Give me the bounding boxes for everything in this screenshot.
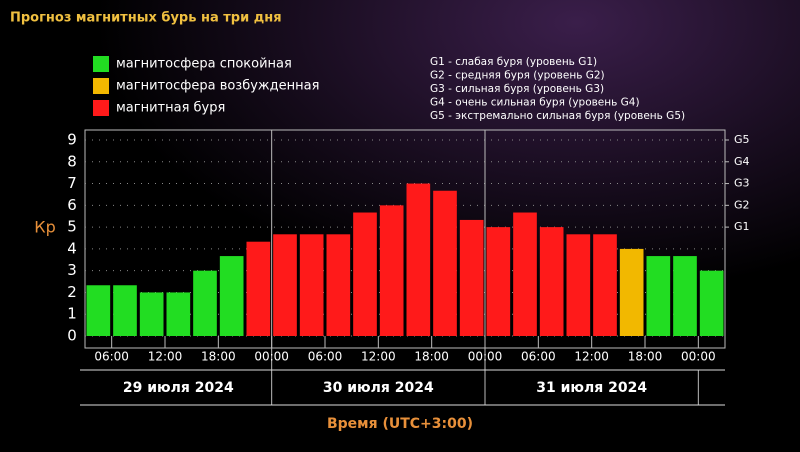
y2-tick-label: G4 (734, 155, 750, 168)
legend-label: магнитосфера возбужденная (116, 79, 319, 94)
y-tick-label: 9 (67, 131, 77, 149)
bar (539, 227, 564, 336)
y2-tick-label: G5 (734, 133, 750, 146)
y2-tick-label: G1 (734, 220, 750, 233)
x-tick-label: 00:00 (681, 350, 716, 364)
bar (593, 234, 617, 336)
x-tick-label: 12:00 (574, 350, 609, 364)
bar (406, 183, 431, 336)
bar (566, 234, 591, 336)
legend-swatch (93, 100, 109, 116)
legend-swatch (93, 56, 109, 72)
x-tick-label: 12:00 (148, 350, 183, 364)
bar (246, 241, 271, 336)
y-tick-label: 5 (67, 218, 77, 236)
x-tick-label: 12:00 (361, 350, 396, 364)
bar (166, 292, 191, 336)
x-tick-label: 00:00 (468, 350, 503, 364)
y2-tick-label: G2 (734, 198, 750, 211)
storm-level-label: G4 - очень сильная буря (уровень G4) (430, 97, 640, 109)
bar (646, 256, 671, 336)
y-tick-label: 3 (67, 261, 77, 279)
y-tick-label: 1 (67, 305, 77, 323)
x-tick-label: 18:00 (628, 350, 663, 364)
y-tick-label: 4 (67, 239, 77, 257)
plot-frame (84, 129, 726, 349)
bar (673, 256, 697, 336)
storm-level-label: G2 - средняя буря (уровень G2) (430, 70, 605, 82)
y2-tick-label: G3 (734, 177, 750, 190)
bar (486, 227, 511, 336)
bar (459, 219, 484, 336)
bar (273, 234, 297, 336)
x-tick-label: 18:00 (414, 350, 449, 364)
y-axis-label: Кр (34, 218, 56, 237)
x-tick-label: 18:00 (201, 350, 236, 364)
storm-level-label: G5 - экстремально сильная буря (уровень … (430, 110, 685, 122)
y-tick-label: 2 (67, 283, 77, 301)
day-label: 31 июля 2024 (536, 380, 647, 396)
bar (113, 285, 137, 336)
legend-swatch (93, 78, 109, 94)
y-tick-label: 0 (67, 327, 77, 345)
bar (219, 256, 244, 336)
day-label: 30 июля 2024 (323, 380, 434, 396)
bar (619, 248, 644, 336)
bar (433, 190, 457, 336)
x-tick-label: 06:00 (521, 350, 556, 364)
bar (379, 205, 404, 336)
bar (326, 234, 351, 336)
x-axis-label: Время (UTC+3:00) (327, 416, 473, 432)
x-tick-label: 06:00 (94, 350, 129, 364)
chart-title: Прогноз магнитных бурь на три дня (10, 11, 282, 26)
legend-label: магнитная буря (116, 101, 225, 116)
bar (699, 270, 724, 336)
y-tick-label: 8 (67, 152, 77, 170)
bar (193, 270, 217, 336)
bar (299, 234, 324, 336)
storm-level-label: G1 - слабая буря (уровень G1) (430, 56, 597, 68)
bar (353, 212, 377, 336)
bar (86, 285, 111, 336)
bar (513, 212, 537, 336)
legend-label: магнитосфера спокойная (116, 57, 292, 72)
y-tick-label: 6 (67, 196, 77, 214)
x-tick-label: 06:00 (308, 350, 343, 364)
y-tick-label: 7 (67, 174, 77, 192)
day-label: 29 июля 2024 (123, 380, 234, 396)
x-tick-label: 00:00 (254, 350, 289, 364)
storm-level-label: G3 - сильная буря (уровень G3) (430, 83, 604, 95)
bar (139, 292, 164, 336)
